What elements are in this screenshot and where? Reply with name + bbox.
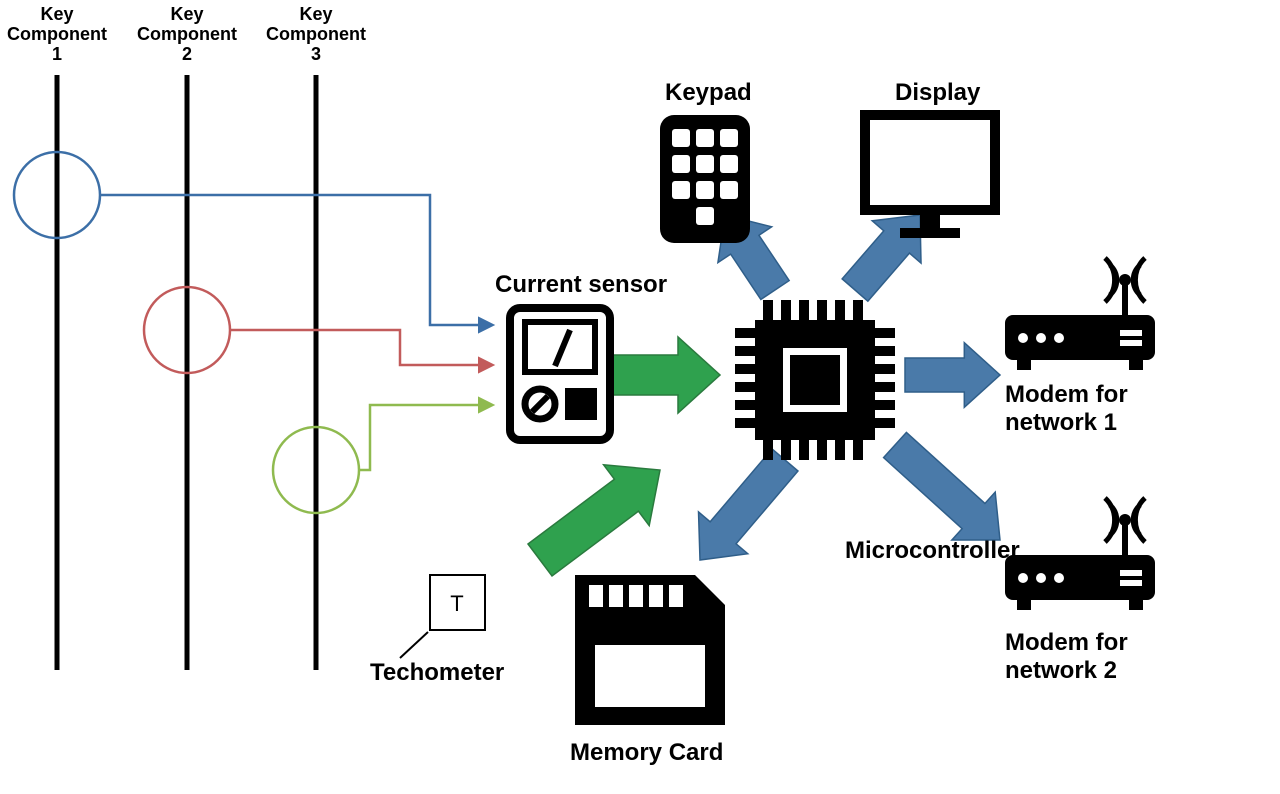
techometer-label: Techometer [370,659,504,686]
modem-2-icon [1005,498,1155,610]
key-component-3-label: KeyComponent3 [266,4,366,64]
modem-1-icon [1005,258,1155,370]
modem-1-label: Modem fornetwork 1 [1005,381,1128,436]
sensor-line-2 [230,330,490,365]
key-component-1-label: KeyComponent1 [7,4,107,64]
sensor-line-3 [359,405,490,470]
techometer-icon: T [430,575,485,630]
microcontroller-label: Microcontroller [845,537,1020,564]
current-sensor-label: Current sensor [495,271,667,298]
keypad-label: Keypad [665,79,752,106]
display-label: Display [895,79,981,106]
current-sensor-icon [510,308,610,440]
sensor-line-1 [100,195,490,325]
techometer-leader-line [400,632,428,658]
svg-text:T: T [450,591,463,616]
modem-2-label: Modem fornetwork 2 [1005,629,1128,684]
keypad-icon [660,115,750,243]
memory-card-icon [575,575,725,725]
microcontroller-icon [735,300,895,460]
memory-card-label: Memory Card [570,739,723,766]
key-component-2-label: KeyComponent2 [137,4,237,64]
top-labels: KeyComponent1 KeyComponent2 KeyComponent… [7,4,366,64]
system-diagram: KeyComponent1 KeyComponent2 KeyComponent… [0,0,1280,794]
